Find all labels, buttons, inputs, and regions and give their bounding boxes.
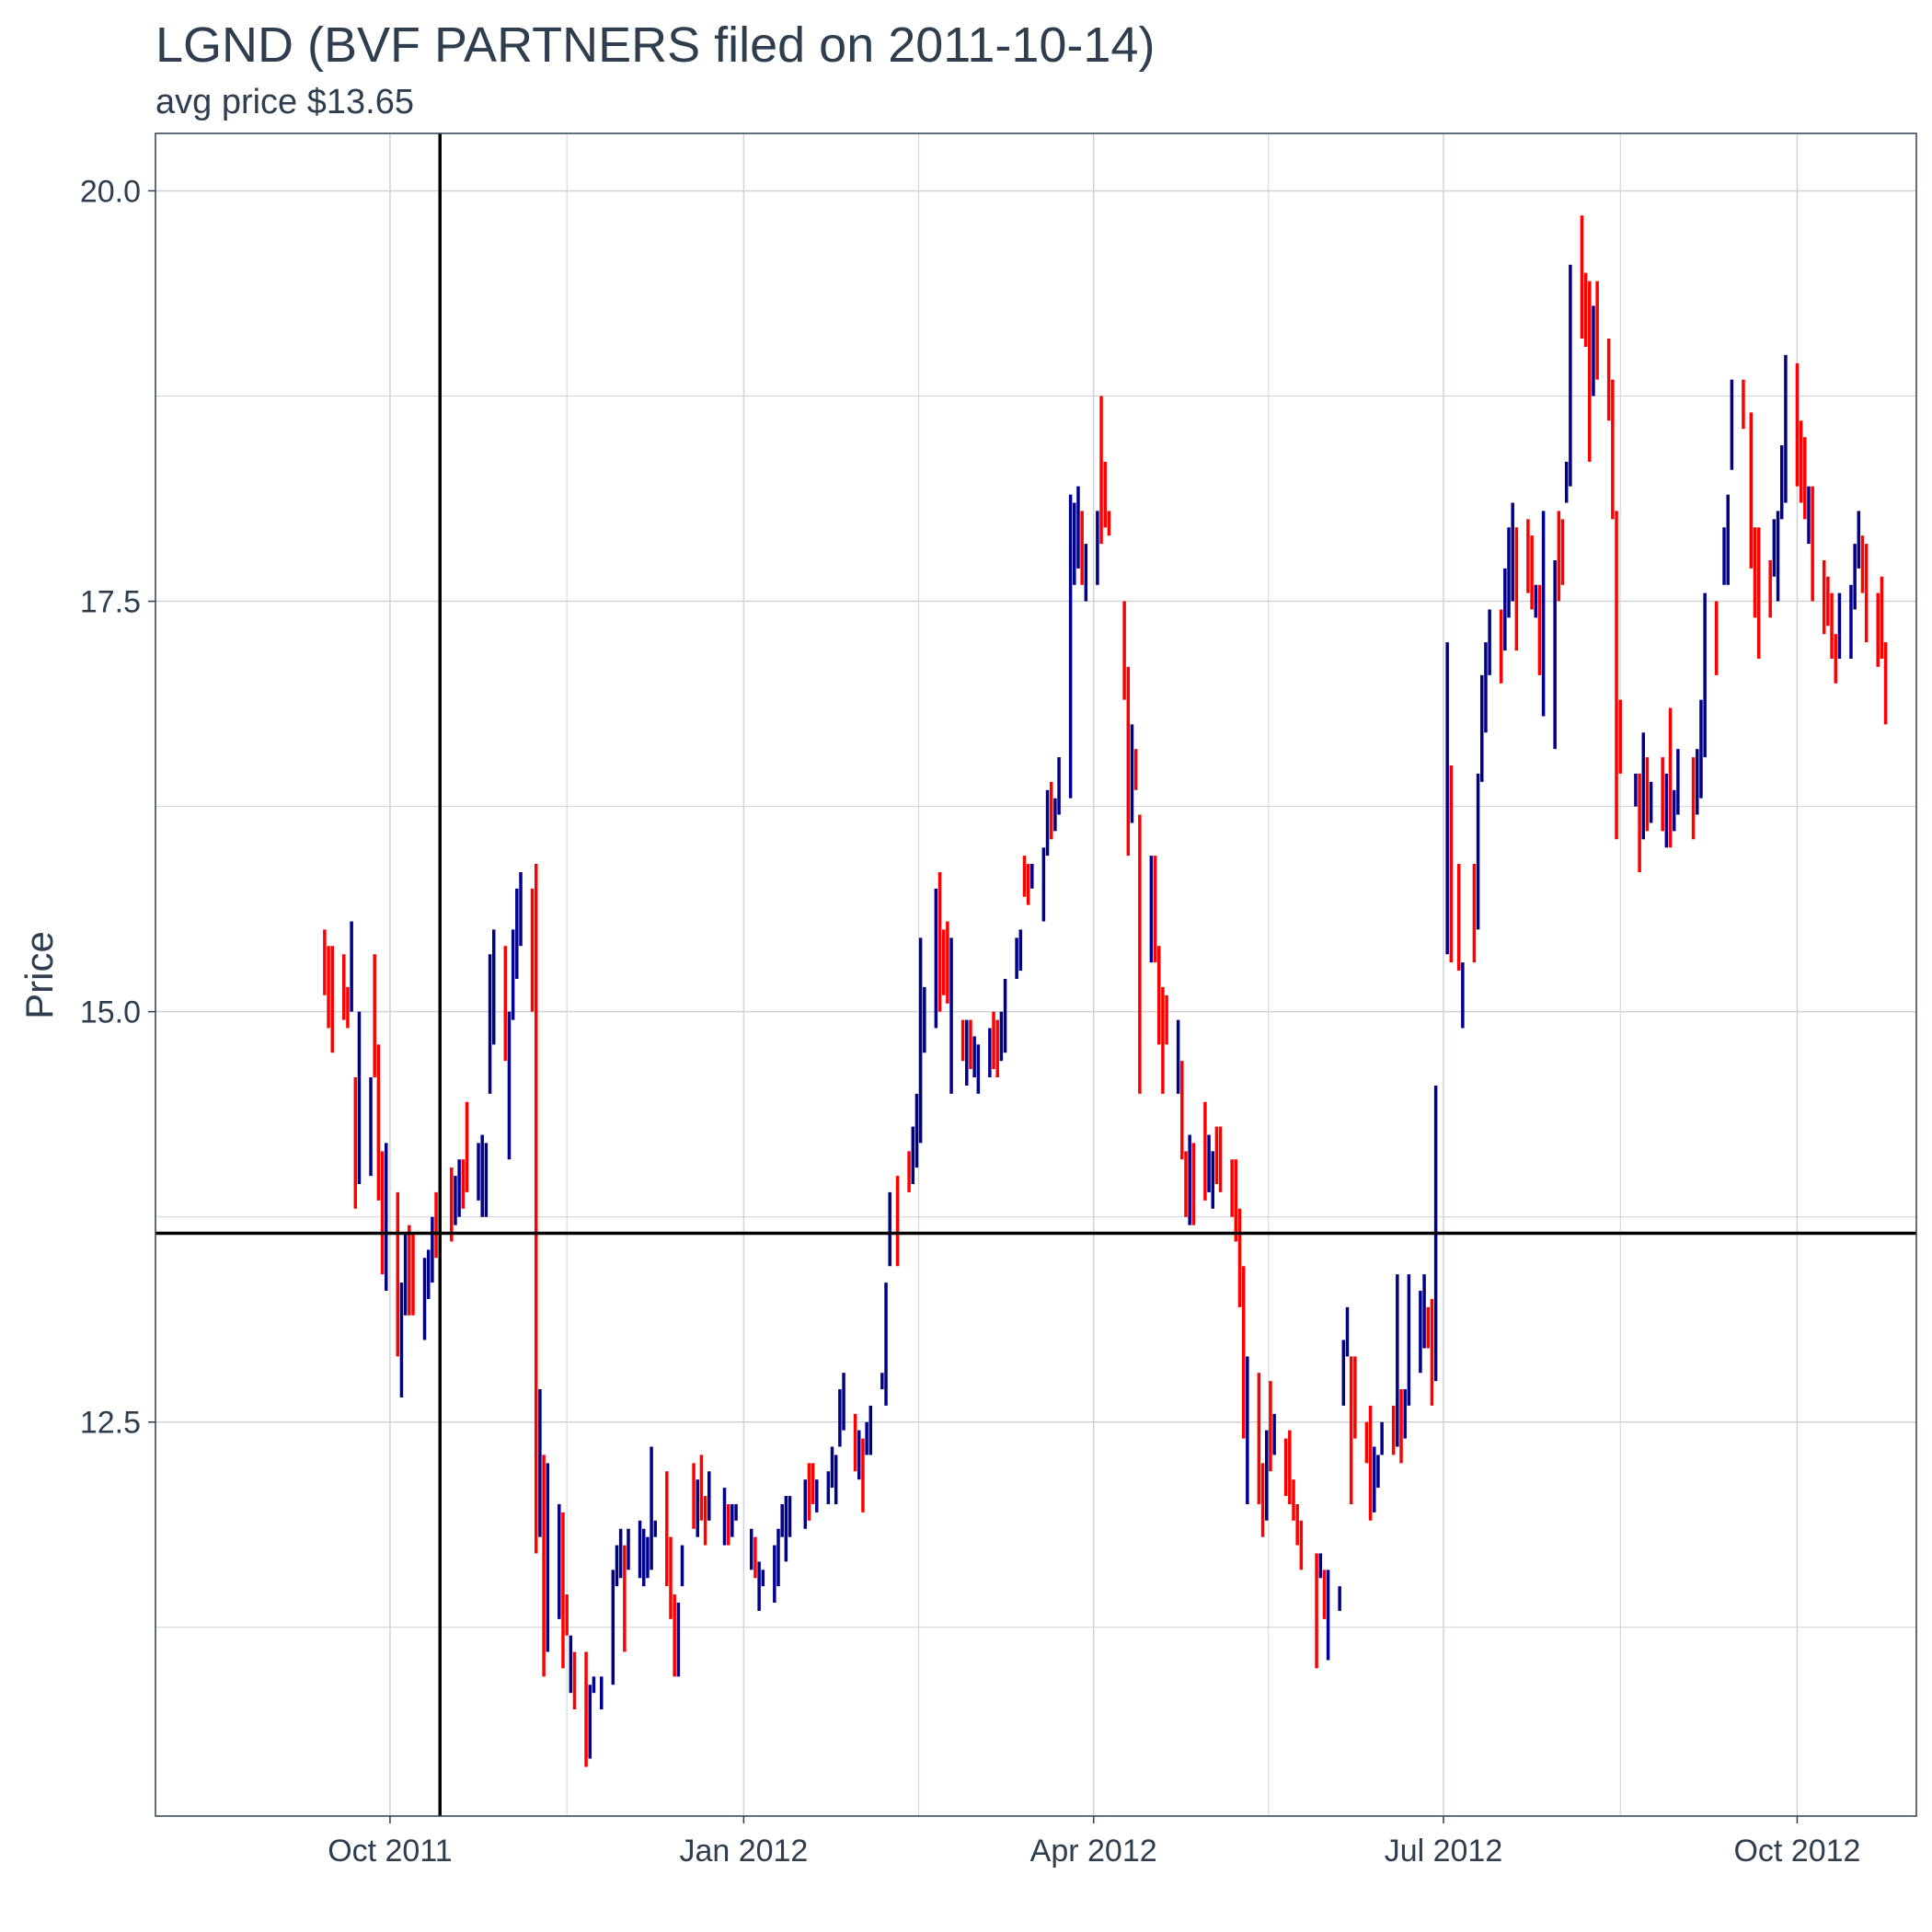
axis-ticks: 12.5 15.0 17.5 20.0 Oct 2011 Jan 2012 Apr 2012… <box>80 174 1861 1869</box>
x-tick-label: Jul 2012 <box>1385 1834 1503 1869</box>
y-tick-label: 12.5 <box>80 1406 141 1441</box>
y-axis-title: Price <box>17 931 61 1019</box>
x-tick-label: Apr 2012 <box>1030 1834 1157 1869</box>
chart-title: LGND (BVF PARTNERS filed on 2011-10-14) <box>155 17 1156 73</box>
y-tick-label: 17.5 <box>80 585 141 620</box>
y-tick-label: 15.0 <box>80 995 141 1030</box>
x-tick-label: Jan 2012 <box>679 1834 808 1869</box>
x-tick-label: Oct 2011 <box>328 1834 452 1869</box>
panel-border <box>155 132 1917 1817</box>
reference-lines <box>155 133 1916 1816</box>
price-bars <box>323 215 1888 1767</box>
y-tick-label: 20.0 <box>80 174 141 209</box>
chart-subtitle: avg price $13.65 <box>155 83 414 121</box>
grid <box>155 133 1916 1816</box>
x-tick-label: Oct 2012 <box>1733 1834 1860 1869</box>
